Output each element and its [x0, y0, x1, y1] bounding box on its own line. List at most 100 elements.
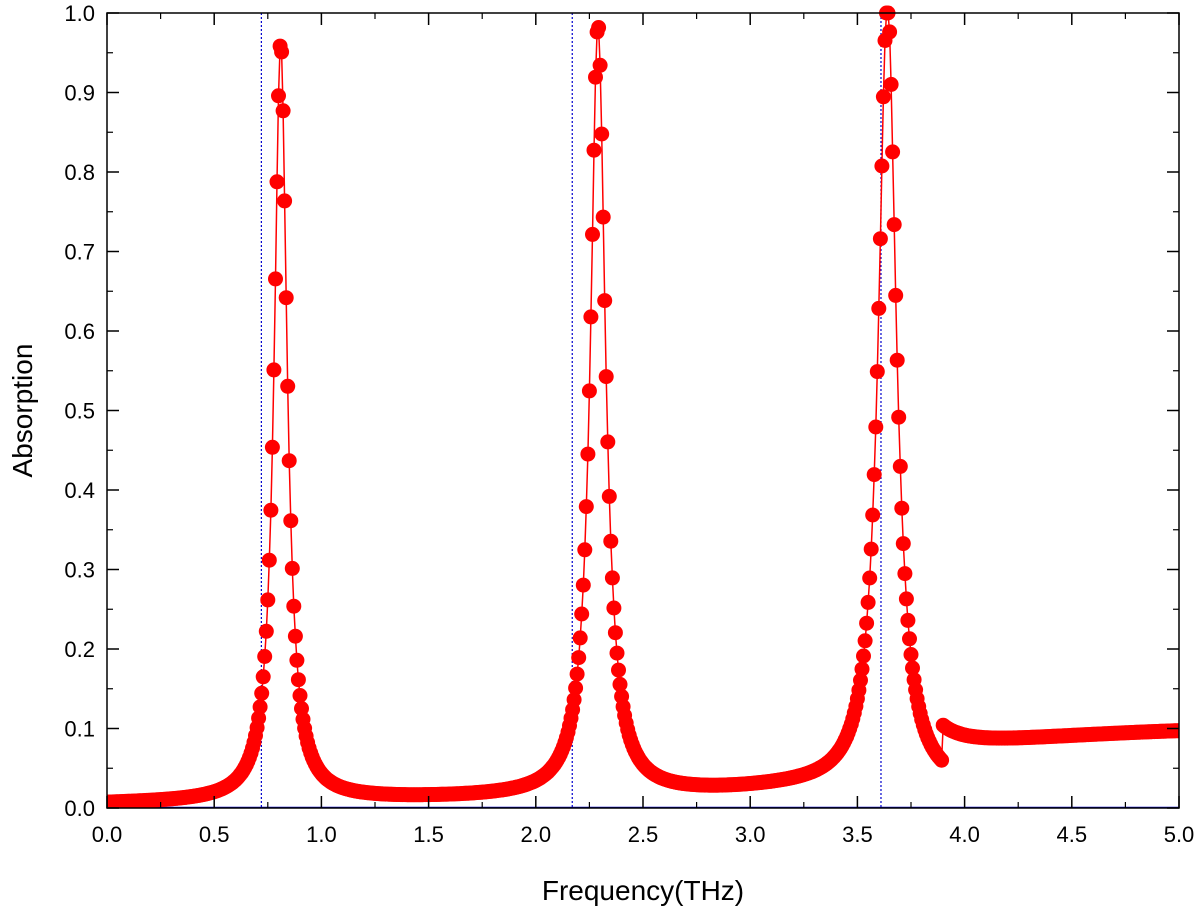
data-point	[854, 661, 870, 677]
data-point	[603, 533, 619, 549]
data-point	[934, 752, 950, 768]
data-point	[577, 542, 593, 558]
data-point	[897, 566, 913, 582]
data-point	[885, 144, 901, 160]
y-tick-label: 0.4	[64, 478, 95, 503]
data-point	[586, 142, 602, 158]
data-point	[888, 287, 904, 303]
data-point	[254, 685, 270, 701]
data-point	[882, 24, 898, 40]
data-point	[1171, 723, 1179, 739]
axis-layer: 0.0 0.5 1.0 1.5 2.0 2.5 3.0 3.5 4.0 4.5 5.0 0.0 0.1 0…	[64, 1, 1194, 847]
y-tick-label: 0.5	[64, 399, 95, 424]
data-point	[607, 625, 623, 641]
data-point	[892, 458, 908, 474]
data-point	[280, 378, 296, 394]
data-point	[865, 507, 881, 523]
data-point	[284, 560, 300, 576]
x-tick-label: 2.5	[628, 822, 659, 847]
data-point	[580, 446, 596, 462]
data-point	[889, 352, 905, 368]
data-point	[252, 699, 268, 715]
data-point	[612, 676, 628, 692]
data-point	[581, 383, 597, 399]
data-point	[289, 652, 305, 668]
data-point	[572, 630, 588, 646]
data-point	[286, 598, 302, 614]
data-point	[871, 300, 887, 316]
data-point	[900, 612, 916, 628]
data-point	[268, 271, 283, 287]
data-point	[609, 645, 625, 661]
data-point	[595, 209, 611, 225]
x-tick-label: 0.0	[92, 822, 123, 847]
x-tick-label: 5.0	[1164, 822, 1195, 847]
data-point	[594, 126, 610, 142]
data-point	[275, 103, 291, 119]
data-point	[263, 502, 279, 518]
data-point	[290, 672, 306, 688]
data-point	[872, 231, 888, 247]
data-point	[856, 648, 871, 664]
data-point	[266, 362, 282, 378]
data-point	[866, 467, 882, 483]
data-point	[902, 631, 917, 647]
x-tick-label: 2.0	[521, 822, 552, 847]
data-point	[886, 217, 902, 233]
y-tick-label: 0.9	[64, 81, 95, 106]
data-point	[260, 592, 276, 608]
data-point	[583, 309, 599, 325]
x-tick-label: 4.5	[1057, 822, 1088, 847]
data-point	[869, 364, 885, 380]
data-point	[571, 650, 587, 666]
series-line	[107, 12, 1179, 803]
data-point	[278, 290, 294, 306]
data-point	[274, 44, 290, 60]
data-point	[568, 680, 584, 696]
data-point	[258, 623, 274, 639]
data-point	[606, 600, 622, 616]
x-tick-label: 3.0	[735, 822, 766, 847]
data-point	[255, 669, 271, 685]
data-point	[592, 57, 608, 73]
data-point	[287, 628, 303, 644]
y-tick-label: 0.1	[64, 717, 95, 742]
data-point	[895, 536, 911, 552]
y-tick-label: 0.2	[64, 637, 95, 662]
data-point	[251, 710, 267, 726]
data-point	[898, 591, 914, 607]
x-axis-title: Frequency(THz)	[542, 875, 744, 906]
data-point	[874, 158, 890, 174]
data-point	[857, 633, 873, 649]
data-point	[261, 552, 277, 568]
data-point	[601, 488, 617, 504]
y-tick-label: 0.8	[64, 160, 95, 185]
data-point	[597, 293, 613, 309]
x-tick-label: 4.0	[949, 822, 980, 847]
data-point	[578, 499, 594, 515]
data-point	[281, 453, 297, 469]
data-point	[283, 513, 299, 529]
data-point	[891, 409, 907, 425]
x-tick-label: 0.5	[199, 822, 230, 847]
data-point	[611, 662, 626, 678]
plot-frame	[106, 12, 1180, 809]
y-axis-title: Absorption	[7, 344, 38, 478]
data-point	[862, 570, 878, 586]
plot-layer	[107, 5, 1179, 808]
data-point	[591, 20, 607, 35]
data-point	[875, 89, 891, 105]
y-tick-label: 0.6	[64, 319, 95, 344]
data-point	[905, 660, 920, 676]
data-point	[569, 666, 585, 682]
data-point	[292, 688, 308, 703]
data-point	[575, 577, 591, 593]
x-tick-label: 3.5	[842, 822, 873, 847]
data-point	[598, 369, 614, 385]
data-point	[868, 419, 884, 435]
y-tick-label: 0.7	[64, 240, 95, 265]
data-point	[860, 594, 876, 610]
data-point	[269, 174, 285, 190]
data-point	[574, 606, 590, 622]
